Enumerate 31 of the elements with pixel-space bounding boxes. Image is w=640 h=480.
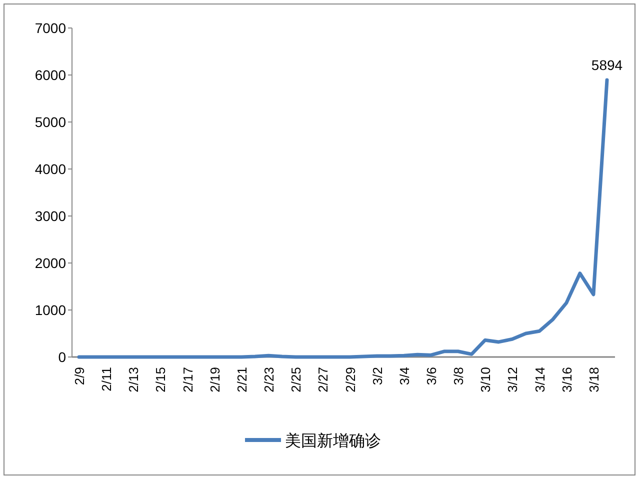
y-tick-label: 0	[58, 349, 66, 365]
x-tick-label: 2/25	[288, 367, 304, 392]
x-tick-label: 2/13	[126, 367, 142, 392]
y-tick-label: 2000	[34, 255, 66, 271]
x-tick-label: 3/8	[451, 367, 466, 386]
x-tick-label: 3/16	[559, 367, 574, 392]
x-tick-label: 2/15	[153, 367, 168, 392]
x-tick-label: 3/4	[396, 367, 412, 386]
y-tick-label: 3000	[34, 208, 66, 224]
x-tick-label: 3/2	[370, 367, 385, 386]
x-tick-label: 3/12	[505, 367, 520, 392]
x-tick-label: 2/29	[342, 367, 358, 392]
y-tick-label: 7000	[34, 20, 66, 36]
x-tick-label: 2/17	[180, 367, 196, 392]
x-tick-label: 2/21	[234, 367, 250, 392]
y-tick-label: 6000	[34, 67, 66, 83]
x-tick-label: 3/14	[532, 367, 548, 392]
x-tick-label: 2/11	[99, 367, 114, 392]
data-label: 5894	[591, 56, 623, 73]
x-tick-label: 3/10	[478, 367, 494, 392]
legend-label: 美国新增确诊	[285, 432, 381, 450]
x-tick-label: 2/19	[207, 367, 222, 392]
x-tick-label: 3/6	[424, 367, 439, 386]
x-tick-label: 2/27	[316, 367, 331, 392]
x-tick-label: 2/9	[72, 367, 87, 386]
y-tick-label: 1000	[34, 302, 66, 318]
line-series	[77, 78, 609, 359]
x-tick-label: 3/18	[586, 367, 602, 392]
x-tick-label: 2/23	[262, 367, 277, 392]
y-tick-label: 5000	[34, 114, 66, 130]
y-tick-label: 4000	[34, 161, 66, 177]
